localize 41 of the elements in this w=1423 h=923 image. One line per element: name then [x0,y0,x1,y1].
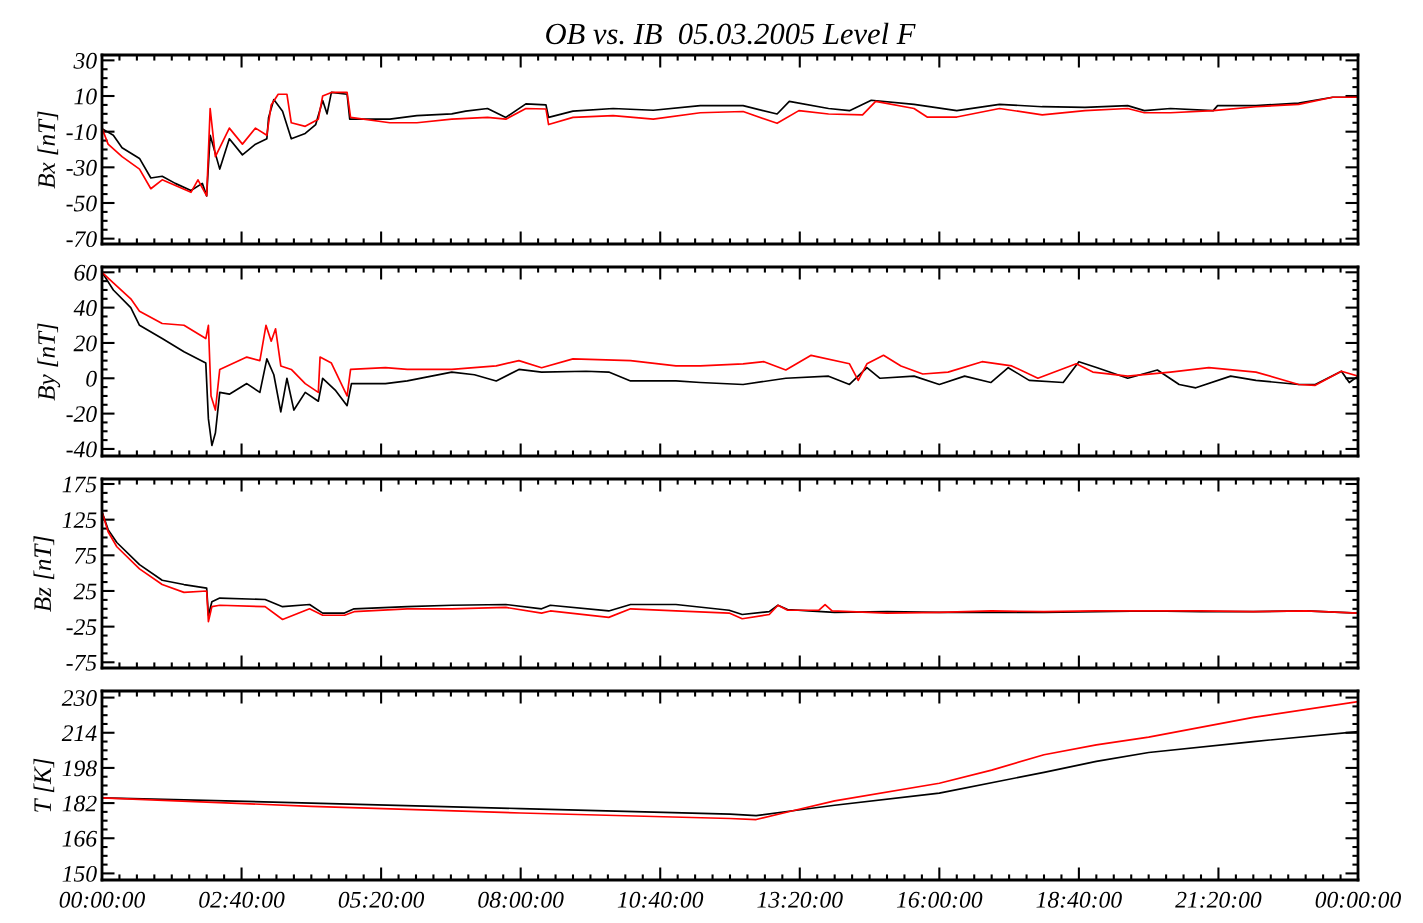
y-tick-label: -10 [66,124,97,141]
y-tick-label: 198 [62,760,97,777]
y-tick-label: -20 [66,406,97,423]
y-axis-title: Bz [nT] [33,536,55,612]
y-tick-label: 75 [74,548,97,564]
y-axis-title: Bx [nT] [37,111,59,189]
y-tick-label: -40 [66,441,97,458]
x-tick-label: 02:40:00 [199,891,285,908]
y-axis-title: By [nT] [37,323,61,401]
y-tick-label: 10 [74,88,97,105]
x-tick-label: 00:00:00 [1315,891,1401,908]
chart-title: OB vs. IB 05.03.2005 Level F [546,22,916,45]
y-tick-label: 0 [86,370,97,387]
y-tick-label: 25 [73,583,97,600]
y-tick-label: -50 [66,195,97,212]
y-tick-label: 40 [73,300,97,317]
y-tick-label: 20 [73,335,97,352]
y-tick-label: 182 [62,795,97,812]
y-tick-label: -25 [66,619,97,636]
y-tick-label: 30 [73,52,97,69]
line-series [102,271,1358,411]
x-tick-label: 21:20:00 [1175,891,1262,908]
y-tick-label: 166 [62,830,98,847]
x-tick-label: 08:00:00 [478,891,564,908]
y-tick-label: -75 [66,655,97,671]
y-tick-label: 214 [61,725,97,741]
y-tick-label: 125 [62,512,97,529]
x-tick-label: 00:00:00 [59,891,145,908]
y-tick-label: 230 [61,690,97,707]
x-tick-label: 18:40:00 [1036,891,1122,908]
x-tick-label: 10:40:00 [617,891,704,908]
y-tick-label: -70 [66,231,97,248]
line-series [102,700,1358,821]
x-tick-label: 05:20:00 [338,891,425,908]
y-tick-label: 175 [62,476,97,493]
y-tick-label: -30 [66,159,97,176]
y-tick-label: 150 [62,865,97,882]
x-tick-label: 13:20:00 [757,891,843,908]
y-tick-label: 60 [74,264,97,281]
x-tick-label: 16:00:00 [896,891,983,908]
y-axis-title: T [K] [33,758,55,812]
